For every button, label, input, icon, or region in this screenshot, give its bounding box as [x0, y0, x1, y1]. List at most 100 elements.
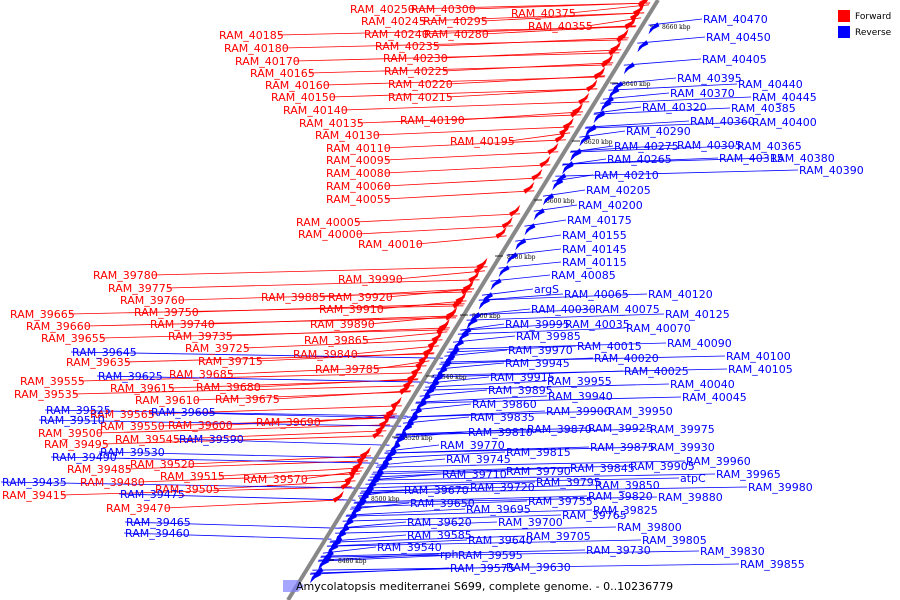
- reverse-gene-label[interactable]: RAM_39645: [72, 346, 137, 359]
- forward-gene-label[interactable]: RAM_39665: [10, 308, 75, 321]
- reverse-gene-label[interactable]: RAM_39640: [468, 534, 533, 547]
- reverse-gene-label[interactable]: RAM_39790: [506, 465, 571, 478]
- reverse-gene-label[interactable]: RAM_39960: [686, 455, 751, 468]
- forward-gene-arrow[interactable]: [562, 117, 574, 130]
- reverse-gene-label[interactable]: RAM_39970: [508, 344, 573, 357]
- reverse-gene-label[interactable]: RAM_40020: [594, 352, 659, 365]
- forward-gene-label[interactable]: RAM_39780: [93, 269, 158, 282]
- forward-gene-label[interactable]: RAM_39920: [328, 291, 393, 304]
- forward-gene-arrow[interactable]: [348, 464, 360, 477]
- reverse-gene-label[interactable]: RAM_39870: [527, 423, 592, 436]
- reverse-gene-label[interactable]: RAM_39465: [126, 516, 191, 529]
- forward-gene-arrow[interactable]: [375, 421, 387, 434]
- forward-gene-label[interactable]: RAM_39470: [106, 502, 171, 515]
- reverse-gene-label[interactable]: atpC: [680, 472, 706, 485]
- reverse-gene-label[interactable]: RAM_40040: [670, 378, 735, 391]
- forward-gene-label[interactable]: RAM_40135: [299, 117, 364, 130]
- reverse-gene-arrow[interactable]: [552, 178, 564, 191]
- reverse-gene-label[interactable]: RAM_39585: [407, 529, 472, 542]
- reverse-gene-label[interactable]: RAM_39700: [498, 516, 563, 529]
- reverse-gene-label[interactable]: RAM_39575: [450, 562, 515, 575]
- forward-gene-arrow[interactable]: [344, 471, 356, 484]
- reverse-gene-label[interactable]: RAM_40440: [738, 78, 803, 91]
- forward-gene-label[interactable]: RAM_40300: [411, 3, 476, 16]
- reverse-gene-arrow[interactable]: [570, 149, 582, 162]
- forward-gene-label[interactable]: RAM_39615: [110, 382, 175, 395]
- reverse-gene-label[interactable]: RAM_40210: [594, 169, 659, 182]
- reverse-gene-label[interactable]: RAM_40395: [677, 72, 742, 85]
- reverse-gene-label[interactable]: RAM_40320: [642, 101, 707, 114]
- reverse-gene-arrow[interactable]: [355, 497, 367, 510]
- forward-gene-label[interactable]: RAM_39485: [67, 463, 132, 476]
- reverse-gene-arrow[interactable]: [362, 485, 374, 498]
- forward-gene-label[interactable]: RAM_39480: [80, 476, 145, 489]
- reverse-gene-label[interactable]: RAM_39710: [442, 468, 507, 481]
- forward-gene-label[interactable]: RAM_40165: [250, 67, 315, 80]
- reverse-gene-label[interactable]: RAM_39460: [125, 527, 190, 540]
- forward-gene-arrow[interactable]: [501, 216, 513, 229]
- forward-gene-label[interactable]: RAM_39610: [135, 394, 200, 407]
- reverse-gene-label[interactable]: RAM_40120: [648, 288, 713, 301]
- reverse-gene-label[interactable]: RAM_39695: [466, 503, 531, 516]
- reverse-gene-label[interactable]: RAM_40115: [562, 256, 627, 269]
- forward-gene-label[interactable]: RAM_39785: [315, 363, 380, 376]
- forward-gene-label[interactable]: RAM_40180: [224, 42, 289, 55]
- reverse-gene-arrow[interactable]: [608, 87, 620, 100]
- forward-gene-arrow[interactable]: [578, 92, 590, 105]
- reverse-gene-label[interactable]: RAM_40470: [703, 13, 768, 26]
- forward-gene-arrow[interactable]: [509, 204, 521, 217]
- reverse-gene-label[interactable]: RAM_39630: [506, 561, 571, 574]
- reverse-gene-arrow[interactable]: [443, 355, 455, 368]
- forward-gene-label[interactable]: RAM_39505: [155, 483, 220, 496]
- forward-gene-label[interactable]: RAM_40055: [326, 193, 391, 206]
- reverse-gene-arrow[interactable]: [506, 252, 518, 265]
- forward-gene-label[interactable]: RAM_39565: [90, 408, 155, 421]
- reverse-gene-label[interactable]: RAM_39730: [586, 544, 651, 557]
- reverse-gene-label[interactable]: RAM_39995: [505, 318, 570, 331]
- forward-gene-arrow[interactable]: [400, 381, 412, 394]
- reverse-gene-label[interactable]: RAM_39810: [468, 426, 533, 439]
- forward-gene-label[interactable]: RAM_39680: [196, 381, 261, 394]
- forward-gene-label[interactable]: RAM_39655: [41, 332, 106, 345]
- reverse-gene-label[interactable]: RAM_40370: [670, 87, 735, 100]
- forward-gene-label[interactable]: RAM_39840: [293, 348, 358, 361]
- forward-gene-label[interactable]: RAM_39690: [256, 416, 321, 429]
- reverse-gene-label[interactable]: RAM_40445: [752, 91, 817, 104]
- forward-gene-label[interactable]: RAM_40005: [296, 216, 361, 229]
- forward-gene-arrow[interactable]: [495, 226, 507, 239]
- forward-gene-arrow[interactable]: [559, 123, 571, 136]
- reverse-gene-label[interactable]: RAM_39795: [536, 476, 601, 489]
- forward-gene-arrow[interactable]: [602, 53, 614, 66]
- reverse-gene-label[interactable]: RAM_40275: [614, 140, 679, 153]
- reverse-gene-label[interactable]: RAM_39855: [740, 558, 805, 571]
- reverse-gene-label[interactable]: RAM_39475: [120, 488, 185, 501]
- forward-gene-arrow[interactable]: [418, 351, 430, 364]
- forward-gene-label[interactable]: RAM_39545: [115, 433, 180, 446]
- forward-gene-label[interactable]: RAM_40080: [326, 167, 391, 180]
- reverse-gene-arrow[interactable]: [524, 223, 536, 236]
- reverse-gene-label[interactable]: RAM_39900: [546, 405, 611, 418]
- forward-gene-label[interactable]: RAM_40110: [326, 142, 391, 155]
- forward-gene-label[interactable]: RAM_40295: [423, 15, 488, 28]
- reverse-gene-label[interactable]: RAM_39930: [650, 441, 715, 454]
- reverse-gene-label[interactable]: RAM_39820: [588, 490, 653, 503]
- forward-gene-label[interactable]: RAM_39500: [38, 427, 103, 440]
- reverse-gene-arrow[interactable]: [648, 22, 660, 35]
- reverse-gene-label[interactable]: RAM_39650: [410, 497, 475, 510]
- reverse-gene-label[interactable]: RAM_39530: [100, 446, 165, 459]
- forward-gene-label[interactable]: RAM_40250: [350, 3, 415, 16]
- forward-gene-label[interactable]: RAM_40235: [375, 40, 440, 53]
- forward-gene-arrow[interactable]: [427, 336, 439, 349]
- reverse-gene-arrow[interactable]: [369, 474, 381, 487]
- forward-gene-arrow[interactable]: [390, 396, 402, 409]
- forward-gene-arrow[interactable]: [403, 376, 415, 389]
- forward-gene-label[interactable]: RAM_40185: [219, 29, 284, 42]
- reverse-gene-label[interactable]: RAM_39590: [179, 433, 244, 446]
- reverse-gene-label[interactable]: RAM_40105: [728, 363, 793, 376]
- reverse-gene-arrow[interactable]: [498, 265, 510, 278]
- reverse-gene-arrow[interactable]: [543, 193, 555, 206]
- reverse-gene-arrow[interactable]: [579, 134, 591, 147]
- forward-gene-arrow[interactable]: [431, 330, 443, 343]
- forward-gene-label[interactable]: RAM_40355: [528, 20, 593, 33]
- forward-gene-label[interactable]: RAM_39675: [215, 393, 280, 406]
